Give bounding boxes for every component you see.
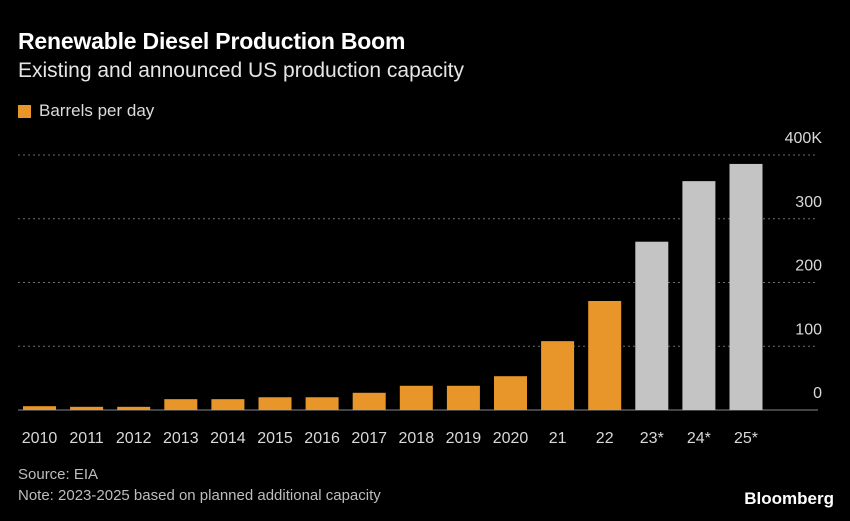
x-tick-label: 24* xyxy=(687,430,711,447)
bar-24-announced xyxy=(682,181,716,410)
x-tick-label: 2012 xyxy=(116,430,152,447)
bars xyxy=(23,163,763,410)
x-tick-label: 21 xyxy=(549,430,567,447)
footnote: Note: 2023-2025 based on planned additio… xyxy=(18,487,381,504)
legend-label: Barrels per day xyxy=(39,101,155,120)
bar-2013 xyxy=(164,399,198,410)
x-tick-label: 2018 xyxy=(399,430,435,447)
bar-2012 xyxy=(117,406,151,410)
bar-2017 xyxy=(352,392,386,410)
y-tick-label: 0 xyxy=(813,385,822,402)
y-tick-labels: 0 100 200 300 400K xyxy=(785,130,823,402)
bloomberg-logo: Bloomberg xyxy=(744,489,834,508)
x-tick-labels: 2010 2011 2012 2013 2014 2015 2016 2017 2018 2019… xyxy=(22,430,758,447)
bar-23-announced xyxy=(635,241,669,410)
x-tick-label: 2016 xyxy=(304,430,340,447)
chart-subtitle: Existing and announced US production cap… xyxy=(18,59,464,82)
bar-2016 xyxy=(305,397,339,410)
x-tick-label: 2011 xyxy=(69,430,104,447)
x-tick-label: 25* xyxy=(734,430,758,447)
legend-swatch xyxy=(18,104,31,118)
bar-2010 xyxy=(23,406,56,410)
bar-25-announced xyxy=(729,163,763,410)
bar-2018 xyxy=(399,385,433,410)
bar-21 xyxy=(541,341,575,410)
x-tick-label: 22 xyxy=(596,430,614,447)
x-tick-label: 2014 xyxy=(210,430,246,447)
y-tick-label: 100 xyxy=(795,321,822,338)
x-tick-label: 2017 xyxy=(351,430,387,447)
chart-title: Renewable Diesel Production Boom xyxy=(18,28,406,54)
y-tick-label: 300 xyxy=(795,194,822,211)
bar-2014 xyxy=(211,399,245,410)
bar-2015 xyxy=(258,397,292,410)
bar-2019 xyxy=(446,385,480,410)
x-tick-label: 2019 xyxy=(446,430,482,447)
x-tick-label: 2013 xyxy=(163,430,199,447)
source-note: Source: EIA xyxy=(18,466,99,483)
y-tick-label: 400K xyxy=(785,130,823,147)
bar-22 xyxy=(588,300,622,410)
x-tick-label: 2010 xyxy=(22,430,58,447)
bar-2020 xyxy=(494,376,527,410)
x-tick-label: 23* xyxy=(640,430,664,447)
bar-2011 xyxy=(70,406,104,410)
x-tick-label: 2015 xyxy=(257,430,293,447)
x-tick-label: 2020 xyxy=(493,430,529,447)
legend: Barrels per day xyxy=(18,101,154,121)
y-tick-label: 200 xyxy=(795,258,822,275)
